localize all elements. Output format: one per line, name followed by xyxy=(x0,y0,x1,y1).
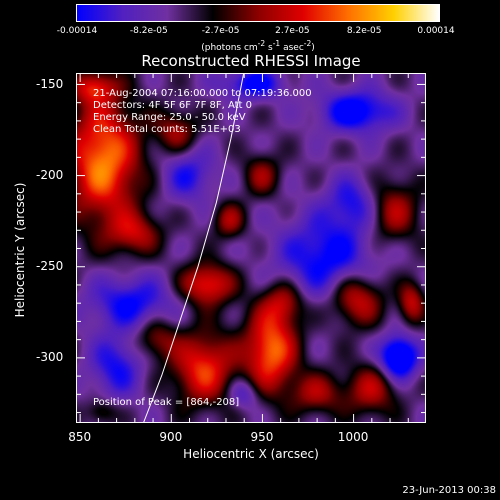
y-axis-label: Heliocentric Y (arcsec) xyxy=(13,182,27,318)
colorbar-units: (photons cm-2 s-1 asec-2) xyxy=(201,39,315,53)
annotation-clean-counts: Clean Total counts: 5.51E+03 xyxy=(93,124,241,135)
x-axis-label: Heliocentric X (arcsec) xyxy=(183,447,319,461)
colorbar-tick-label: -8.2e-05 xyxy=(129,26,168,36)
colorbar-tick-label: -0.00014 xyxy=(56,26,98,36)
annotation-peak-position: Position of Peak = [864,-208] xyxy=(93,397,240,408)
y-tick-label: -300 xyxy=(36,350,64,365)
colorbar-tick-label: 0.00014 xyxy=(417,26,455,36)
annotation-energy-range: Energy Range: 25.0 - 50.0 keV xyxy=(93,112,246,123)
colorbar-tick-label: 8.2e-05 xyxy=(346,26,382,36)
solar-limb-curve xyxy=(142,73,245,423)
annotation-detectors: Detectors: 4F 5F 6F 7F 8F, Att 0 xyxy=(93,100,253,111)
colorbar-tick-label: -2.7e-05 xyxy=(201,26,240,36)
colorbar-tick-label: 2.7e-05 xyxy=(275,26,310,36)
y-tick-label: -250 xyxy=(36,259,64,274)
axis-ticks xyxy=(76,73,426,423)
x-tick-label: 900 xyxy=(159,430,183,444)
chart-title: Reconstructed RHESSI Image xyxy=(141,52,361,70)
plot-frame xyxy=(76,73,426,423)
y-tick-label: -150 xyxy=(36,76,64,91)
annotation-time-range: 21-Aug-2004 07:16:00.000 to 07:19:36.000 xyxy=(93,88,312,99)
x-tick-label: 1000 xyxy=(337,430,369,444)
x-tick-label: 850 xyxy=(68,430,92,444)
colorbar xyxy=(76,4,440,22)
y-tick-label: -200 xyxy=(36,168,64,183)
heatmap-image xyxy=(76,73,426,423)
x-tick-label: 950 xyxy=(250,430,274,444)
render-timestamp: 23-Jun-2013 00:38 xyxy=(402,485,496,496)
